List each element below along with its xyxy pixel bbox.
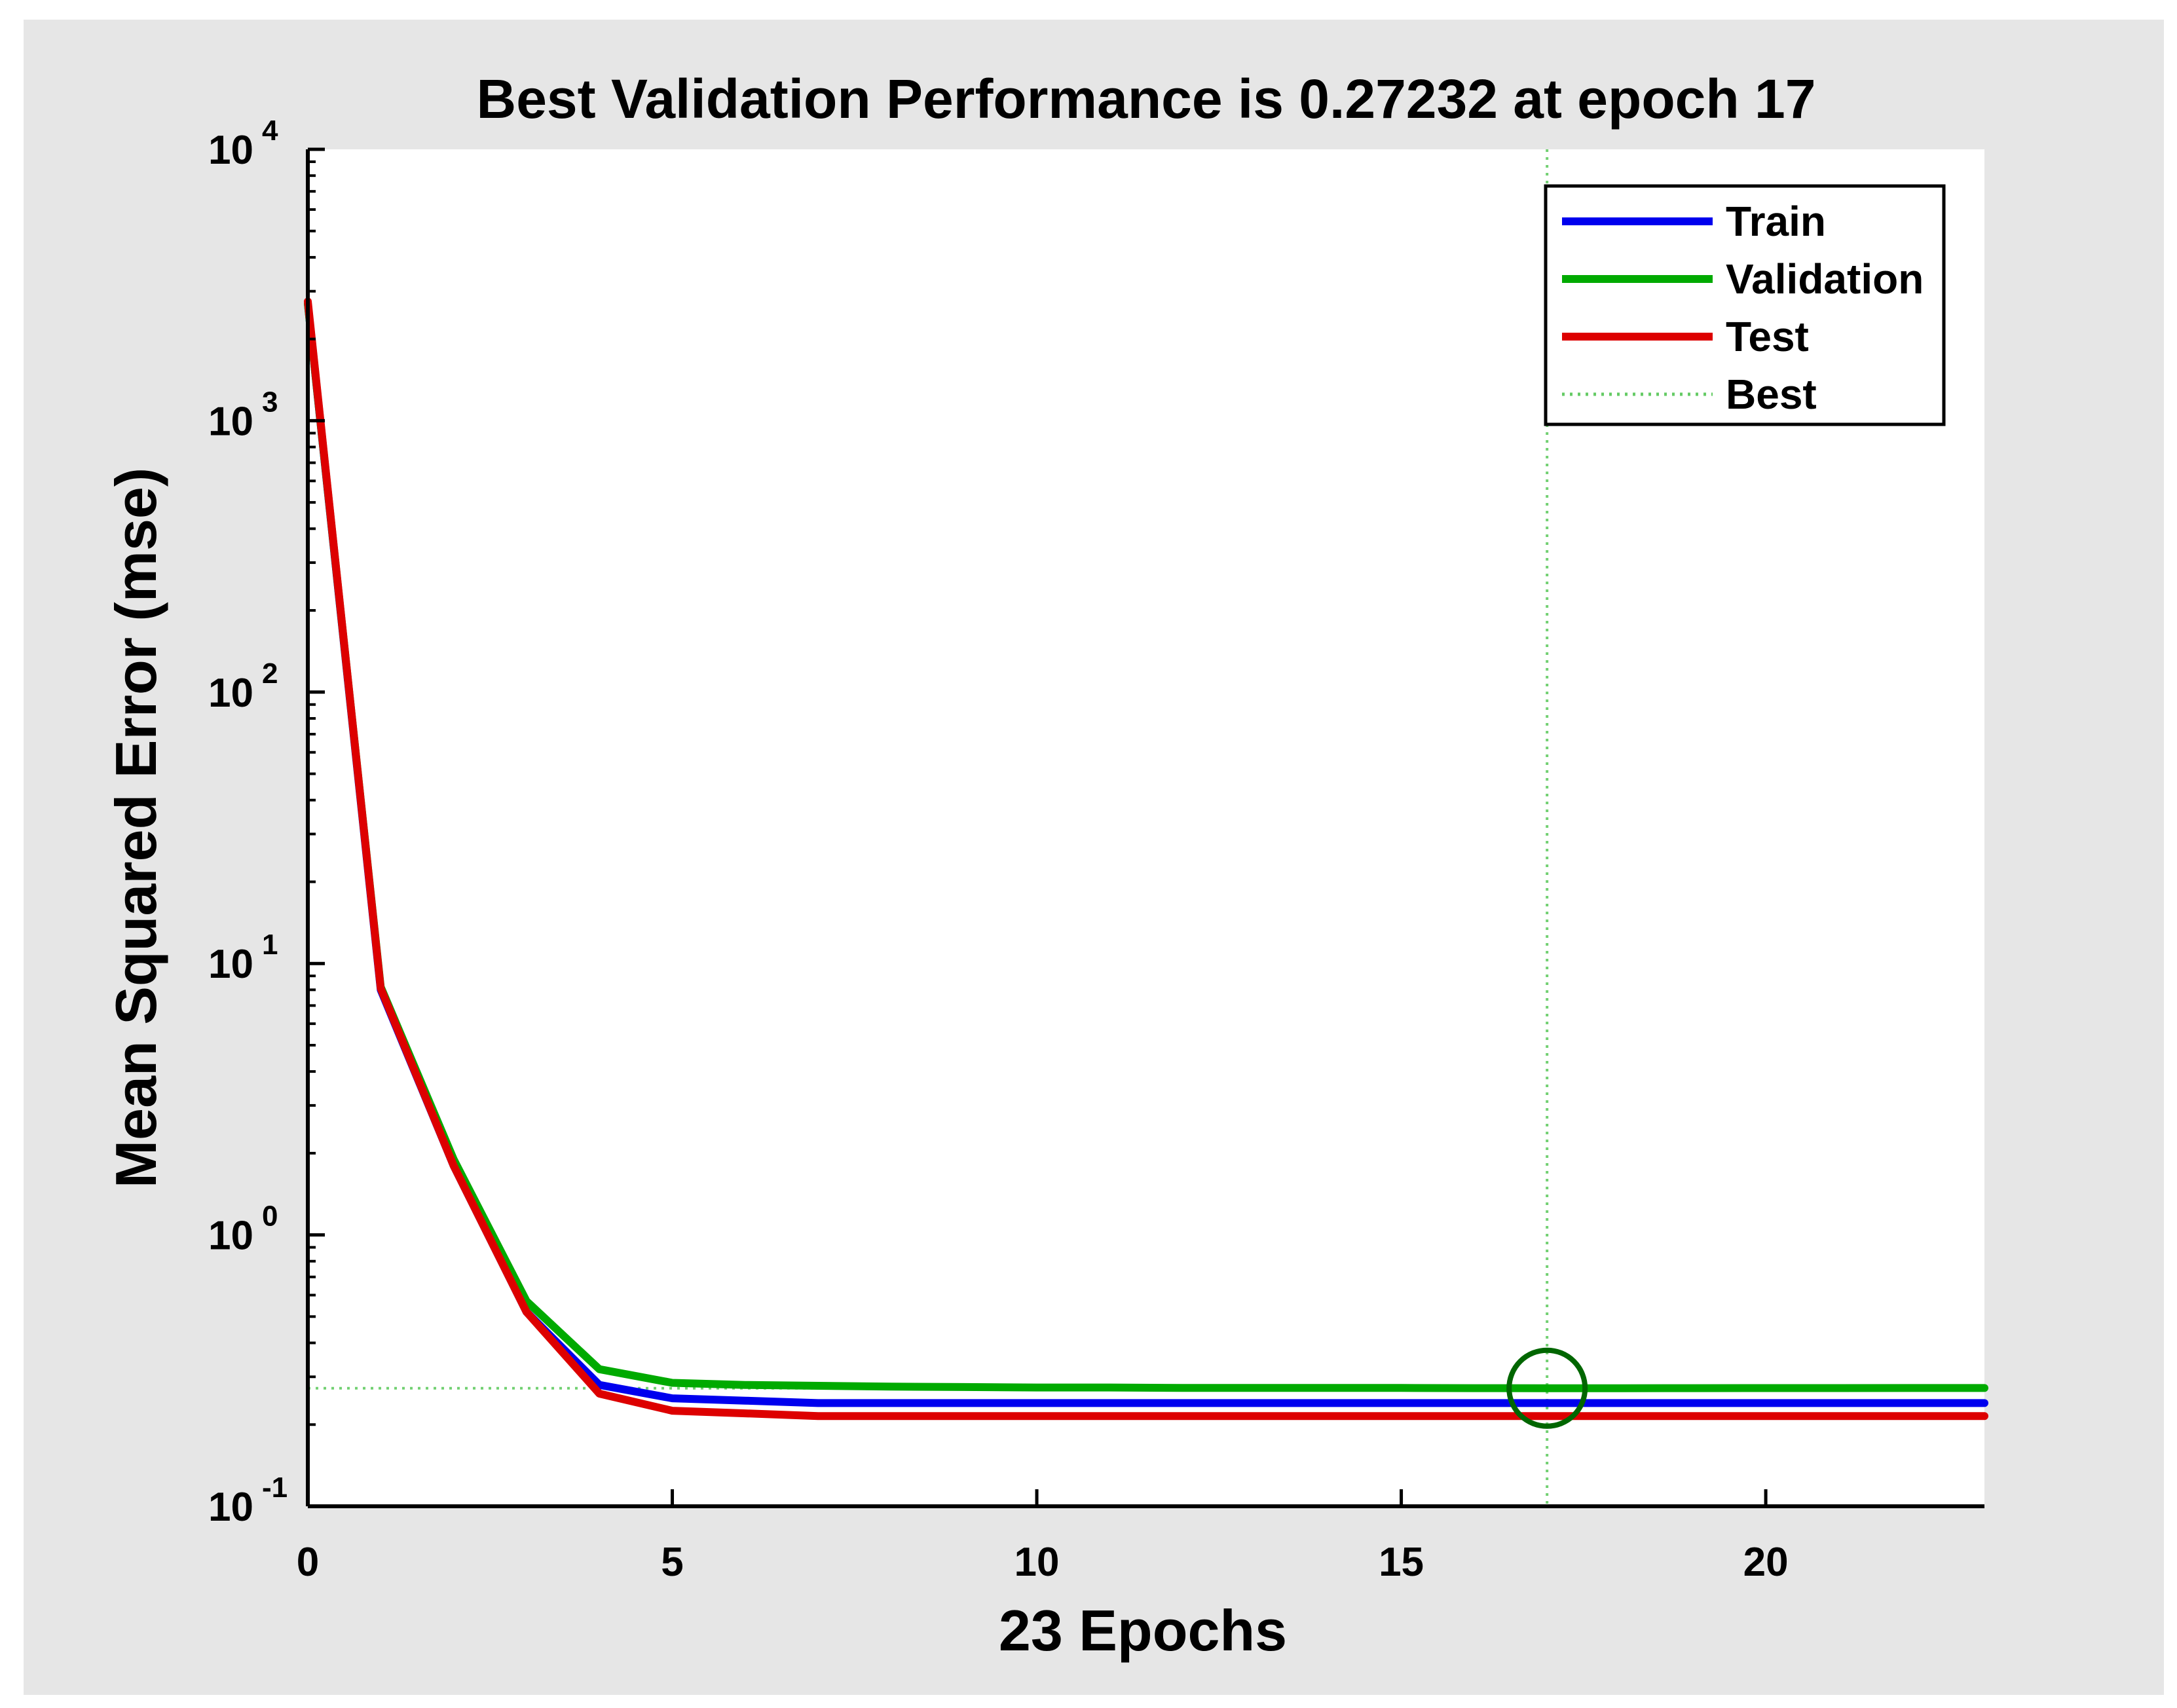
y-tick-exponent: 1: [262, 929, 278, 961]
legend-label-validation: Validation: [1726, 255, 1924, 303]
series-line-train: [304, 299, 1988, 1407]
series-line-test: [304, 297, 1988, 1420]
legend-label-test: Test: [1726, 313, 1809, 360]
x-axis-label: 23 Epochs: [999, 1598, 1287, 1663]
x-tick-label: 10: [1014, 1540, 1060, 1585]
legend-label-best: Best: [1726, 371, 1817, 418]
y-tick-exponent: 0: [262, 1200, 278, 1233]
x-tick-label: 5: [661, 1540, 683, 1585]
y-tick-label: 10: [208, 671, 253, 716]
legend-box: [1544, 184, 1946, 426]
x-tick-label: 0: [297, 1540, 319, 1585]
y-tick-label: 10: [208, 1485, 253, 1530]
x-tick-label: 15: [1379, 1540, 1424, 1585]
x-tick-label: 20: [1743, 1540, 1789, 1585]
y-tick-label: 10: [208, 128, 253, 173]
y-axis-label: Mean Squared Error (mse): [103, 468, 168, 1188]
y-tick-exponent: 3: [262, 386, 278, 418]
y-tick-exponent: 2: [262, 658, 278, 690]
y-tick-label: 10: [208, 399, 253, 444]
y-tick-label: 10: [208, 942, 253, 987]
y-tick-label: 10: [208, 1214, 253, 1259]
legend-label-train: Train: [1726, 198, 1826, 245]
y-tick-exponent: 4: [262, 115, 278, 147]
legend: Train Validation Test Best: [1544, 184, 1946, 426]
best-marker-circle: [1506, 1347, 1588, 1429]
y-tick-exponent: -1: [262, 1472, 288, 1504]
series-line-validation: [304, 299, 1988, 1392]
chart-title: Best Validation Performance is 0.27232 a…: [477, 68, 1816, 130]
